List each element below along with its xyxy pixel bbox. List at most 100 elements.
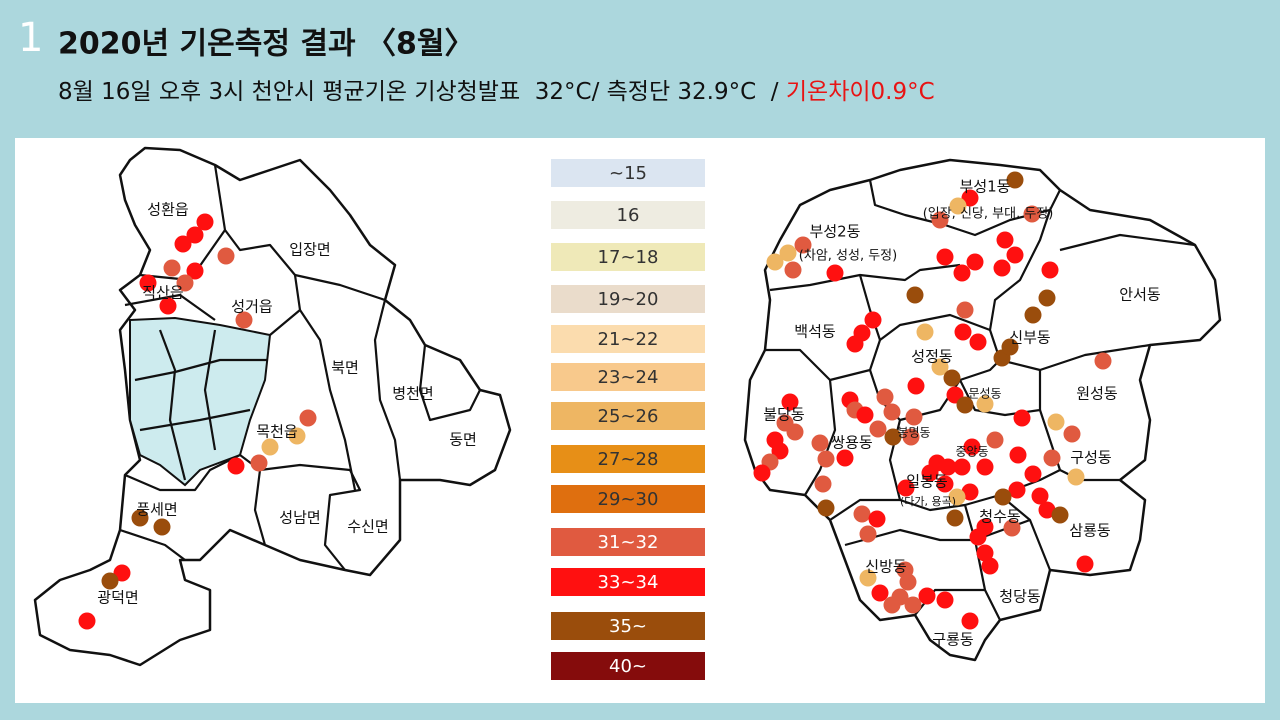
border xyxy=(299,309,357,491)
legend-label: 25~26 xyxy=(598,406,659,427)
region-label: 안서동 xyxy=(1119,286,1161,304)
measurement-dot xyxy=(1006,246,1024,264)
border xyxy=(804,379,837,496)
title: 2020년 기온측정 결과 〈8월〉 xyxy=(58,27,475,62)
legend-label: 23~24 xyxy=(598,367,659,388)
measurement-dot xyxy=(906,286,924,304)
region-label: 수신면 xyxy=(347,518,388,536)
legend-label: ~15 xyxy=(609,163,647,184)
measurement-dot xyxy=(963,438,981,456)
border xyxy=(868,179,1061,237)
measurement-dot xyxy=(883,596,901,614)
legend-swatch xyxy=(551,652,705,680)
measurement-dot xyxy=(1047,413,1065,431)
measurement-dot xyxy=(931,358,949,376)
measurement-dot xyxy=(786,423,804,441)
measurement-dot xyxy=(1008,481,1026,499)
legend-swatch xyxy=(551,159,705,187)
subtitle-highlight: 기온차이0.9°C xyxy=(786,79,935,105)
measurement-dot xyxy=(1031,487,1049,505)
region-label: 성남면 xyxy=(279,509,320,527)
measurement-dot xyxy=(101,572,119,590)
measurement-dot xyxy=(871,584,889,602)
measurement-dot xyxy=(176,274,194,292)
border xyxy=(294,273,386,302)
measurement-dot xyxy=(1001,338,1019,356)
measurement-dot xyxy=(113,564,131,582)
measurement-dot xyxy=(876,388,894,406)
measurement-dot xyxy=(856,406,874,424)
region-label: 신부동 xyxy=(1009,329,1051,347)
measurement-dot xyxy=(931,211,949,229)
measurement-dot xyxy=(1023,205,1041,223)
region-label: (입장, 신당, 부대, 두정) xyxy=(923,207,1054,222)
region-label: 부성1동 xyxy=(960,178,1011,196)
measurement-dot xyxy=(779,244,797,262)
measurement-dot xyxy=(159,297,177,315)
measurement-dot xyxy=(869,420,887,438)
measurement-dot xyxy=(1003,519,1021,537)
measurement-dot xyxy=(996,231,1014,249)
measurement-dot xyxy=(905,408,923,426)
measurement-dot xyxy=(153,518,171,536)
legend-swatch xyxy=(551,201,705,229)
measurement-dot xyxy=(781,393,799,411)
measurement-dot xyxy=(163,259,181,277)
border xyxy=(253,469,267,546)
measurement-dot xyxy=(196,213,214,231)
region-label: 청당동 xyxy=(999,588,1041,606)
measurement-dot xyxy=(949,197,967,215)
measurement-dot xyxy=(946,509,964,527)
measurement-dot xyxy=(961,189,979,207)
measurement-dot xyxy=(899,573,917,591)
legend-label: 33~34 xyxy=(598,572,659,593)
border xyxy=(124,454,241,492)
legend-label: 29~30 xyxy=(598,489,659,510)
measurement-dot xyxy=(235,311,253,329)
measurement-dot xyxy=(1051,506,1069,524)
measurement-dot xyxy=(976,395,994,413)
measurement-dot xyxy=(981,557,999,575)
legend-label: 16 xyxy=(617,205,640,226)
measurement-dot xyxy=(976,458,994,476)
measurement-dot xyxy=(859,569,877,587)
legend-swatch xyxy=(551,285,705,313)
measurement-dot xyxy=(976,544,994,562)
border xyxy=(829,498,900,521)
legend-swatch xyxy=(551,528,705,556)
measurement-dot xyxy=(174,235,192,253)
measurement-dot xyxy=(261,438,279,456)
region-label: 봉명동 xyxy=(897,426,930,440)
region-label: 병천면 xyxy=(392,385,433,403)
measurement-dot xyxy=(868,510,886,528)
measurement-dot xyxy=(994,488,1012,506)
region-label: 백석동 xyxy=(794,323,836,341)
subtitle-main: 8월 16일 오후 3시 천안시 평균기온 기상청발표 32°C/ 측정단 32… xyxy=(58,79,786,105)
region-label: 성환읍 xyxy=(147,201,188,219)
region-label: (차암, 성성, 두정) xyxy=(799,249,897,264)
legend-label: 21~22 xyxy=(598,329,659,350)
measurement-dot xyxy=(78,612,96,630)
region-label: 신방동 xyxy=(865,558,907,576)
legend-swatch xyxy=(551,612,705,640)
measurement-dot xyxy=(859,525,877,543)
measurement-dot xyxy=(904,596,922,614)
region-label: 직산읍 xyxy=(142,284,183,302)
measurement-dot xyxy=(817,499,835,517)
subtitle: 8월 16일 오후 3시 천안시 평균기온 기상청발표 32°C/ 측정단 32… xyxy=(58,79,935,105)
region-label: 청수동 xyxy=(979,508,1021,526)
slide-number: 1 xyxy=(18,15,43,61)
measurement-dot xyxy=(1043,449,1061,467)
measurement-dot xyxy=(753,464,771,482)
measurement-dot xyxy=(956,396,974,414)
measurement-dot xyxy=(846,335,864,353)
measurement-dot xyxy=(811,434,829,452)
measurement-dot xyxy=(936,248,954,266)
measurement-dot xyxy=(826,264,844,282)
measurement-dot xyxy=(1024,465,1042,483)
border xyxy=(373,299,402,481)
measurement-dot xyxy=(814,475,832,493)
measurement-dot xyxy=(916,323,934,341)
